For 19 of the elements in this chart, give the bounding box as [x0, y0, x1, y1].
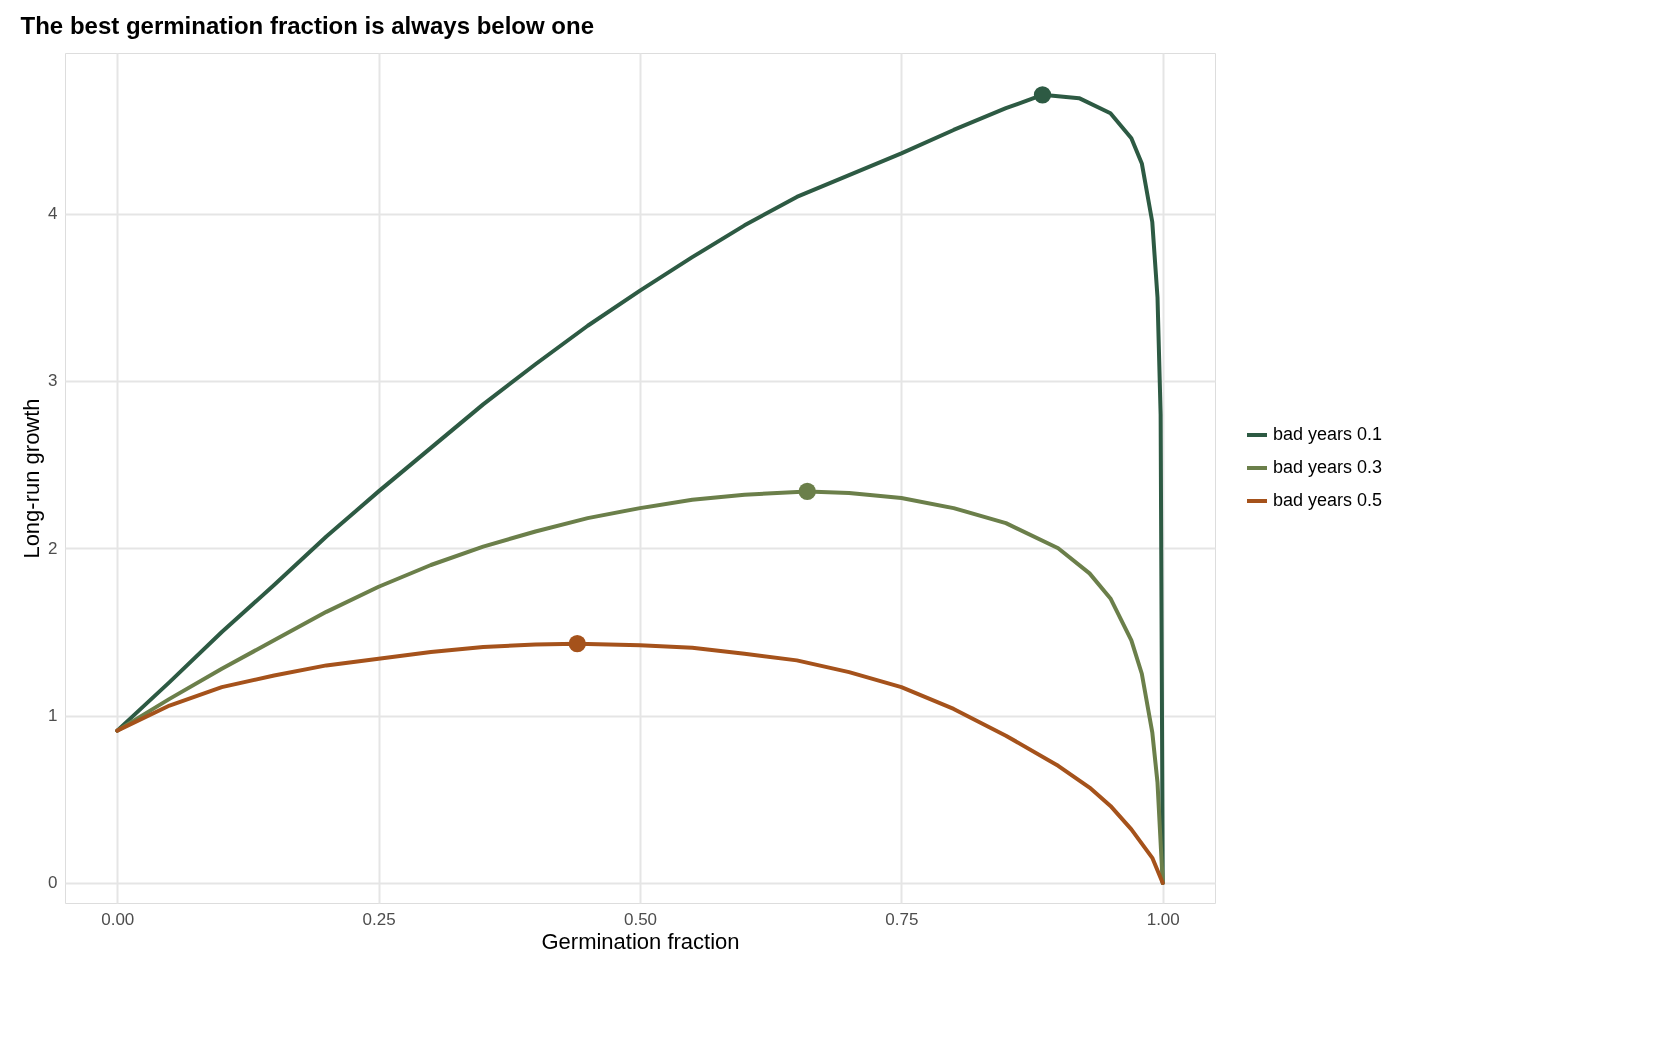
chart-title: The best germination fraction is always below one	[20, 12, 595, 39]
x-axis-title: Germination fraction	[541, 928, 740, 954]
y-axis-title: Long-run growth	[19, 398, 45, 559]
point	[1033, 86, 1052, 104]
y-tick-label: 4	[48, 204, 58, 224]
legend-label: bad years 0.5	[1273, 490, 1383, 510]
x-tick-label: 0.50	[623, 909, 658, 929]
point	[568, 635, 586, 653]
x-tick-label: 0.00	[101, 909, 135, 929]
x-tick-label: 1.00	[1146, 909, 1180, 929]
x-tick-label: 0.75	[885, 909, 919, 929]
y-tick-label: 1	[48, 706, 58, 726]
point	[798, 482, 816, 501]
x-tick-label: 0.25	[362, 909, 396, 929]
legend-label: bad years 0.3	[1273, 457, 1383, 477]
y-tick-label: 0	[48, 873, 58, 893]
y-tick-label: 3	[48, 371, 58, 391]
y-tick-label: 2	[48, 538, 58, 558]
legend-label: bad years 0.1	[1273, 424, 1383, 444]
